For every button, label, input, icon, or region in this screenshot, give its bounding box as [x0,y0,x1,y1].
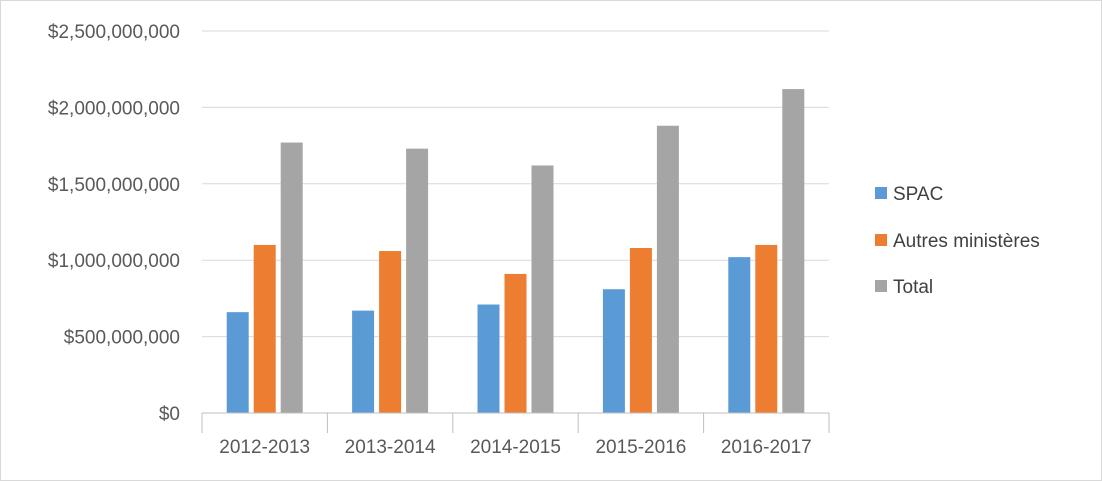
bar-total-2015-2016 [656,125,679,414]
legend-label: Autres ministères [893,231,1040,252]
y-tick-label: $1,500,000,000 [48,175,180,196]
bar-spac-2016-2017 [728,257,751,413]
bar-autres-minist-res-2012-2013 [253,244,276,413]
x-tick-label: 2016-2017 [721,437,812,458]
bar-autres-minist-res-2015-2016 [629,247,652,413]
bar-total-2013-2014 [406,148,429,413]
bar-autres-minist-res-2013-2014 [379,251,402,413]
bar-spac-2012-2013 [226,312,249,413]
bar-total-2016-2017 [782,89,805,414]
bar-spac-2013-2014 [352,310,375,413]
x-tick-label: 2012-2013 [219,437,310,458]
legend-label: SPAC [893,184,943,205]
y-tick-label: $0 [159,404,180,425]
y-tick-label: $500,000,000 [64,328,180,349]
bar-autres-minist-res-2014-2015 [504,273,527,413]
y-tick-label: $1,000,000,000 [48,251,180,272]
legend-swatch [875,187,887,199]
gridlines [202,30,829,338]
y-tick-label: $2,000,000,000 [48,98,180,119]
bars [226,89,805,414]
y-axis-tick-labels: $0 $500,000,000 $1,000,000,000 $1,500,000,0… [48,22,180,425]
bar-total-2012-2013 [280,142,303,413]
x-tick-label: 2015-2016 [595,437,686,458]
legend-swatch [875,280,887,292]
legend-label: Total [893,277,933,298]
y-tick-label: $2,500,000,000 [48,22,180,43]
legend: SPAC Autres ministères Total [875,184,1040,298]
bar-total-2014-2015 [531,165,554,413]
x-axis-tick-labels: 2012-2013 2013-2014 2014-2015 2015-2016 2016… [219,437,811,458]
bar-spac-2015-2016 [602,289,625,413]
bar-spac-2014-2015 [477,304,500,413]
x-axis-category-separators [201,413,830,433]
bar-autres-minist-res-2016-2017 [755,244,778,413]
legend-swatch [875,234,887,246]
x-tick-label: 2013-2014 [345,437,436,458]
x-tick-label: 2014-2015 [470,437,561,458]
